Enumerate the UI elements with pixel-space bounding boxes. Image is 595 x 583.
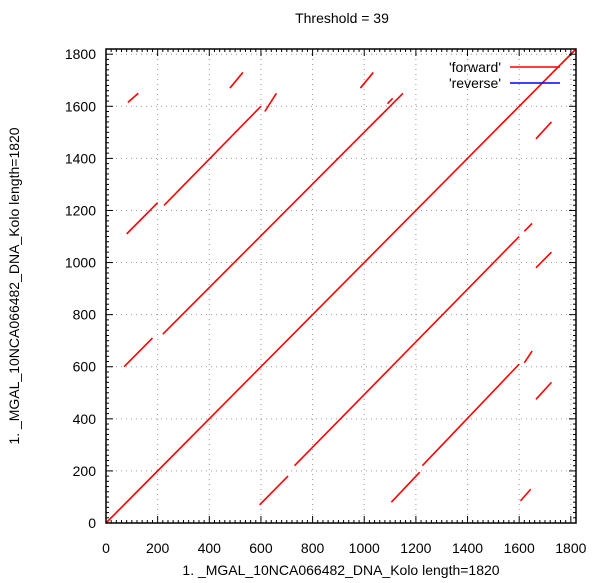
match-segment: [523, 350, 533, 364]
chart-title: Threshold = 39: [295, 10, 389, 26]
x-tick-label: 1600: [504, 540, 535, 556]
y-tick-label: 1600: [65, 98, 96, 114]
y-tick-label: 1400: [65, 150, 96, 166]
match-segment: [229, 71, 244, 89]
match-segment: [293, 235, 520, 467]
legend-label: 'forward': [449, 59, 501, 75]
x-tick-label: 1000: [349, 540, 380, 556]
match-segment: [126, 202, 159, 235]
x-tick-label: 200: [146, 540, 170, 556]
match-segment: [127, 92, 139, 103]
y-tick-label: 1200: [65, 202, 96, 218]
grid-lines: [106, 49, 576, 523]
y-tick-label: 800: [73, 307, 97, 323]
match-segment: [264, 92, 278, 112]
x-tick-labels: 0 200 400 600 800 1000 1200 1400 1600 1800: [102, 540, 587, 556]
x-tick-label: 1800: [555, 540, 586, 556]
x-axis-title: 1. _MGAL_10NCA066482_DNA_Kolo length=182…: [182, 562, 499, 578]
match-segment: [535, 381, 553, 400]
plot-frame: [105, 48, 577, 524]
axis-ticks: [105, 48, 577, 524]
match-segment: [105, 48, 577, 524]
x-tick-label: 600: [249, 540, 273, 556]
data-series: [105, 48, 577, 524]
match-segment: [359, 71, 374, 89]
match-segment: [535, 251, 553, 269]
match-segment: [519, 488, 532, 502]
x-tick-label: 1200: [400, 540, 431, 556]
y-tick-label: 400: [73, 411, 97, 427]
y-tick-label: 1000: [65, 255, 96, 271]
match-segment: [163, 105, 262, 206]
x-tick-label: 0: [102, 540, 110, 556]
match-segment: [162, 92, 404, 335]
y-tick-label: 1800: [65, 46, 96, 62]
y-tick-label: 0: [88, 515, 96, 531]
y-tick-label: 600: [73, 359, 97, 375]
x-tick-label: 400: [198, 540, 222, 556]
match-segment: [535, 121, 553, 140]
y-axis-title: 1. _MGAL_10NCA066482_DNA_Kolo length=182…: [6, 127, 22, 444]
y-tick-labels: 0 200 400 600 800 1000 1200 1400 1600 1800: [65, 46, 96, 531]
match-segment: [523, 222, 533, 232]
legend: 'forward''reverse': [449, 59, 560, 91]
x-tick-label: 1400: [452, 540, 483, 556]
match-segment: [259, 475, 289, 506]
match-segment: [421, 363, 520, 467]
match-segment: [386, 97, 394, 105]
y-tick-label: 200: [73, 463, 97, 479]
legend-label: 'reverse': [449, 75, 501, 91]
match-segment: [123, 337, 154, 368]
x-tick-label: 800: [301, 540, 325, 556]
match-segment: [390, 471, 421, 503]
